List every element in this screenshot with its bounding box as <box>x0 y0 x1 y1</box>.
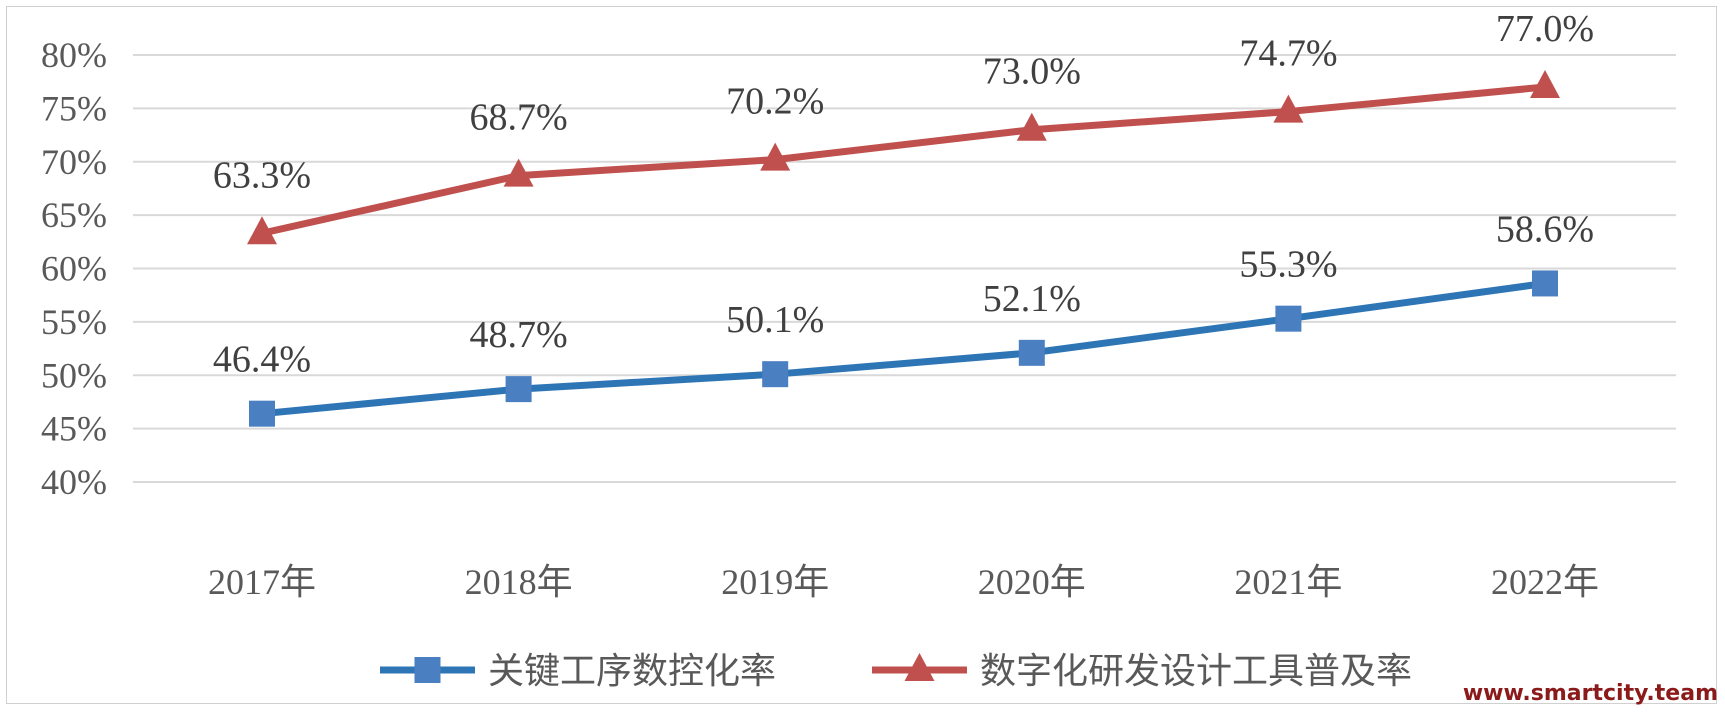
legend-marker <box>414 657 441 683</box>
series-line-1 <box>258 279 1549 418</box>
data-point <box>762 361 789 388</box>
data-label: 77.0% <box>1496 8 1594 50</box>
data-point <box>505 376 532 403</box>
x-tick-label: 2019年 <box>721 562 829 602</box>
y-tick-label: 55% <box>41 302 107 342</box>
data-point <box>1530 70 1560 99</box>
y-axis-ticks: 40% 45% 50% 55% 60% 65% 70% 75% 80% <box>41 35 107 502</box>
y-tick-label: 45% <box>41 409 107 449</box>
data-label: 46.4% <box>213 339 311 381</box>
data-point <box>760 142 791 171</box>
data-labels: 46.4% 48.7% 50.1% 52.1% 55.3% 58.6% 63.3% 68.7%… <box>213 8 1594 381</box>
legend-label: 关键工序数控化率 <box>488 651 776 692</box>
data-point <box>1016 112 1047 141</box>
y-tick-label: 50% <box>41 355 107 395</box>
series-markers <box>247 70 1560 427</box>
legend-marker <box>904 653 935 681</box>
y-tick-label: 65% <box>41 195 107 235</box>
series-line-2 <box>258 83 1549 237</box>
data-label: 74.7% <box>1239 33 1337 75</box>
y-tick-label: 80% <box>41 35 107 75</box>
x-tick-label: 2018年 <box>465 562 573 602</box>
y-tick-label: 70% <box>41 142 107 182</box>
data-label: 48.7% <box>470 314 568 356</box>
data-label: 55.3% <box>1239 244 1337 286</box>
chart-frame <box>6 6 1717 704</box>
data-point <box>1275 305 1302 332</box>
data-label: 52.1% <box>983 278 1081 320</box>
legend-item-1: 关键工序数控化率 <box>380 651 776 692</box>
data-point <box>503 158 534 187</box>
data-label: 63.3% <box>213 154 311 196</box>
data-point <box>1273 94 1304 123</box>
x-axis-ticks: 2017年 2018年 2019年 2020年 2021年 2022年 <box>208 562 1599 602</box>
data-point <box>247 216 277 245</box>
data-label: 58.6% <box>1496 208 1594 250</box>
x-tick-label: 2021年 <box>1234 562 1342 602</box>
y-tick-label: 40% <box>41 462 107 502</box>
legend: 关键工序数控化率 数字化研发设计工具普及率 <box>380 651 1412 692</box>
legend-item-2: 数字化研发设计工具普及率 <box>872 651 1412 692</box>
data-label: 50.1% <box>726 299 824 341</box>
gridlines <box>133 54 1676 483</box>
data-point <box>1018 339 1045 366</box>
data-label: 73.0% <box>983 51 1081 93</box>
data-point <box>249 400 275 427</box>
y-tick-label: 75% <box>41 88 107 128</box>
x-tick-label: 2022年 <box>1491 562 1599 602</box>
x-tick-label: 2020年 <box>978 562 1086 602</box>
data-label: 68.7% <box>470 97 568 139</box>
data-point <box>1532 270 1558 297</box>
data-label: 70.2% <box>726 81 824 123</box>
series-lines <box>258 83 1549 418</box>
legend-label: 数字化研发设计工具普及率 <box>980 651 1412 692</box>
x-tick-label: 2017年 <box>208 562 316 602</box>
watermark-text: www.smartcity.team <box>1463 681 1718 706</box>
y-tick-label: 60% <box>41 249 107 289</box>
